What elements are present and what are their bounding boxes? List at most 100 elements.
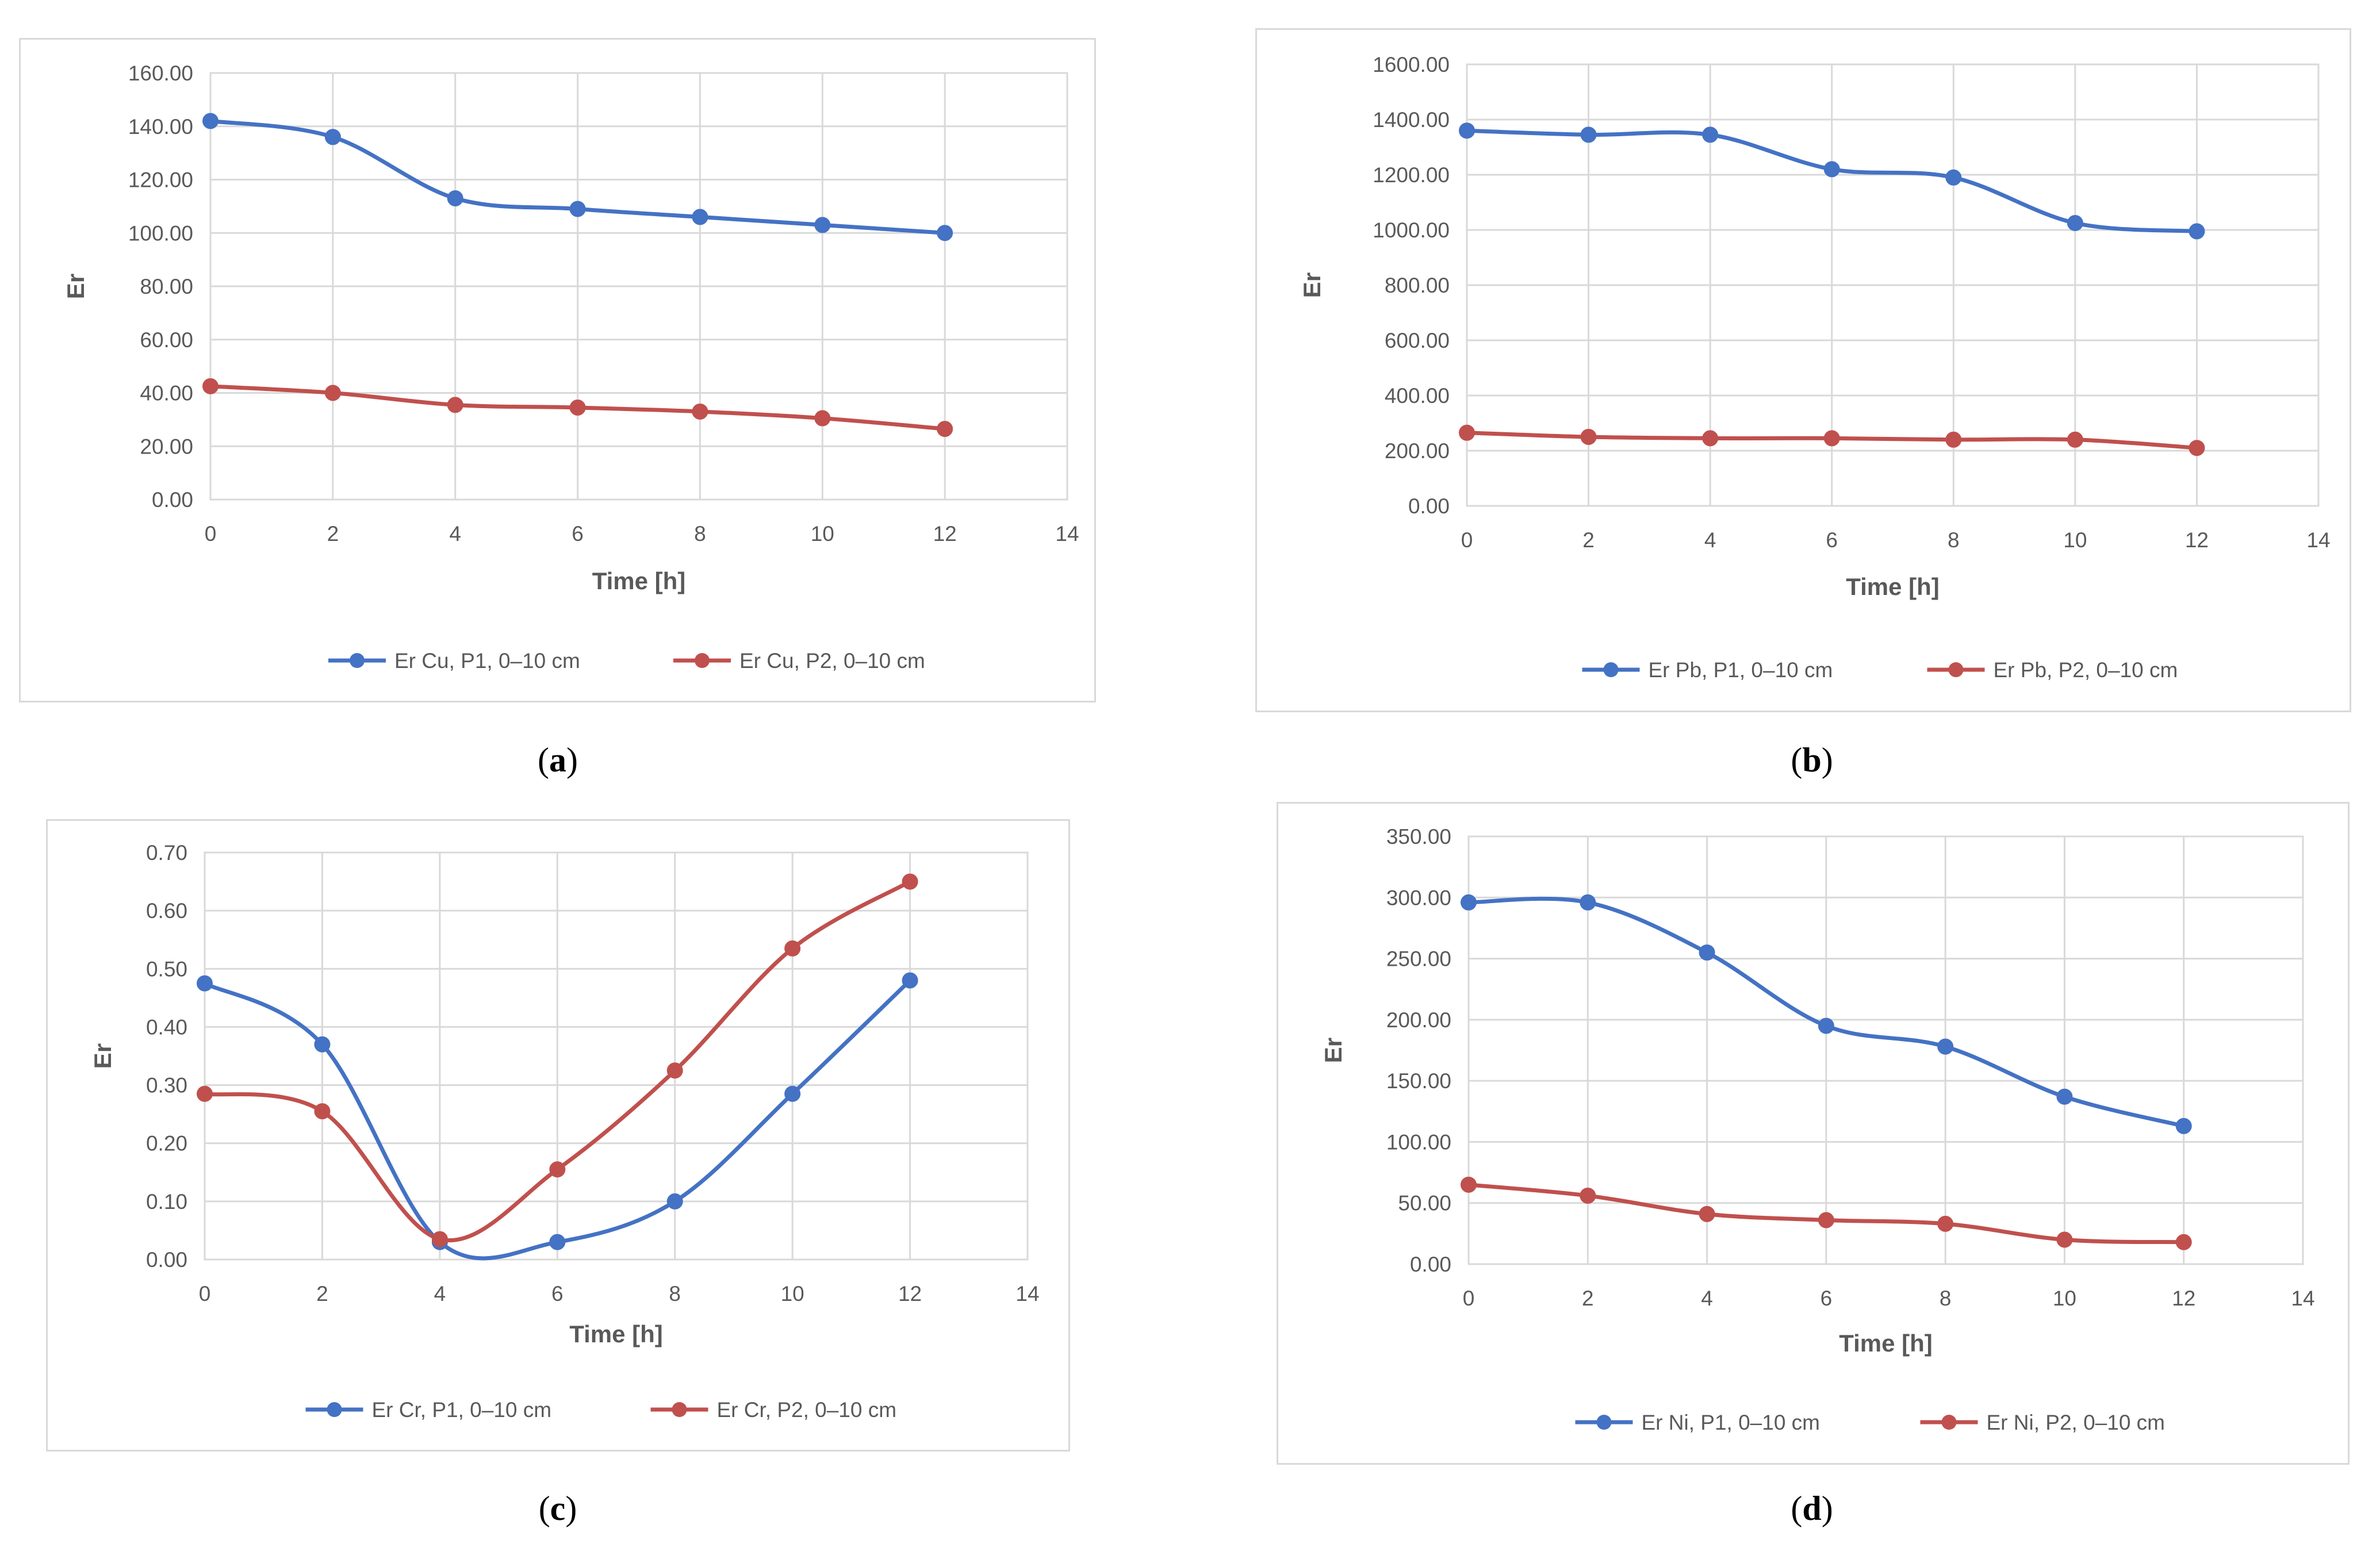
series-1 xyxy=(202,113,953,241)
data-point xyxy=(1580,429,1597,445)
chart-panel-a: 0.00 20.00 40.00 60.00 80.00 100.00 120.00 140.… xyxy=(19,38,1096,702)
y-tick-label: 140.00 xyxy=(128,115,193,139)
legend: Er Cu, P1, 0–10 cm Er Cu, P2, 0–10 cm xyxy=(328,649,925,673)
data-point xyxy=(692,403,708,420)
x-tick-label: 10 xyxy=(2063,528,2087,552)
y-tick-label: 400.00 xyxy=(1385,384,1450,408)
legend-swatch-marker xyxy=(695,653,710,668)
data-point xyxy=(549,1234,566,1250)
y-tick-label: 0.30 xyxy=(146,1074,187,1097)
caption-b-letter: b xyxy=(1802,741,1822,779)
series-1 xyxy=(1461,894,2192,1134)
legend-item: Er Cu, P1, 0–10 cm xyxy=(328,649,580,673)
x-tick-label: 8 xyxy=(1948,528,1960,552)
data-point xyxy=(1461,894,1477,911)
x-axis-title: Time [h] xyxy=(569,1320,663,1347)
data-point xyxy=(2189,440,2205,456)
x-tick-label: 14 xyxy=(1015,1282,1039,1306)
data-point xyxy=(1580,1187,1596,1204)
y-tick-label: 0.50 xyxy=(146,957,187,981)
gridlines xyxy=(204,851,1029,1261)
legend: Er Pb, P1, 0–10 cm Er Pb, P2, 0–10 cm xyxy=(1582,658,2178,682)
x-tick-label: 10 xyxy=(811,522,834,546)
x-tick-label: 10 xyxy=(2053,1287,2076,1310)
y-tick-label: 50.00 xyxy=(1398,1192,1451,1215)
y-tick-label: 0.00 xyxy=(1408,494,1450,518)
y-tick-label: 0.00 xyxy=(146,1248,187,1272)
data-point xyxy=(1937,1038,1954,1055)
data-point xyxy=(569,400,586,416)
data-point xyxy=(2067,215,2083,231)
plot-area xyxy=(1467,835,2304,1265)
legend: Er Ni, P1, 0–10 cm Er Ni, P2, 0–10 cm xyxy=(1575,1411,2166,1434)
data-point xyxy=(666,1193,683,1210)
data-point xyxy=(902,873,918,890)
y-tick-label: 40.00 xyxy=(140,382,193,405)
y-tick-label: 160.00 xyxy=(128,62,193,85)
data-point xyxy=(314,1103,331,1120)
chart-svg-d: 0.00 50.00 100.00 150.00 200.00 250.00 300.00 3… xyxy=(1320,825,2315,1434)
data-point xyxy=(2175,1234,2192,1250)
y-tick-label: 100.00 xyxy=(128,221,193,245)
y-tick-label: 0.10 xyxy=(146,1190,187,1214)
x-axis-title: Time [h] xyxy=(1839,1330,1933,1357)
y-axis-title: Er xyxy=(1298,272,1325,298)
y-tick-label: 300.00 xyxy=(1386,886,1451,909)
x-tick-label: 8 xyxy=(694,522,706,546)
y-tick-label: 1600.00 xyxy=(1373,53,1450,76)
x-tick-label: 0 xyxy=(1463,1287,1475,1310)
legend-label: Er Cr, P2, 0–10 cm xyxy=(717,1398,897,1422)
data-point xyxy=(666,1062,683,1079)
data-point xyxy=(197,1085,213,1102)
data-point xyxy=(431,1231,448,1247)
data-point xyxy=(1937,1215,1954,1232)
data-point xyxy=(1580,126,1597,143)
x-axis-title: Time [h] xyxy=(592,567,686,594)
x-tick-label: 0 xyxy=(199,1282,211,1306)
y-tick-label: 100.00 xyxy=(1386,1130,1451,1154)
x-tick-label: 6 xyxy=(1826,528,1838,552)
legend-swatch-marker xyxy=(1596,1415,1612,1430)
legend-item: Er Ni, P1, 0–10 cm xyxy=(1575,1411,1821,1434)
data-point xyxy=(1459,424,1475,441)
y-tick-label: 60.00 xyxy=(140,328,193,352)
y-tick-label: 0.60 xyxy=(146,899,187,923)
y-tick-label: 0.70 xyxy=(146,841,187,865)
data-point xyxy=(692,209,708,225)
data-point xyxy=(902,972,918,989)
legend-swatch-marker xyxy=(350,653,365,668)
legend-label: Er Pb, P1, 0–10 cm xyxy=(1649,658,1833,682)
data-point xyxy=(1945,431,1962,448)
y-tick-label: 600.00 xyxy=(1385,329,1450,352)
y-tick-label: 200.00 xyxy=(1385,439,1450,463)
chart-svg-b: 0.00 200.00 400.00 600.00 800.00 1000.00 1200.… xyxy=(1298,53,2331,682)
x-tick-label: 2 xyxy=(327,522,339,546)
data-point xyxy=(784,1085,801,1102)
data-point xyxy=(314,1036,331,1053)
data-point xyxy=(324,385,341,401)
y-tick-label: 150.00 xyxy=(1386,1069,1451,1093)
legend-item: Er Cu, P2, 0–10 cm xyxy=(673,649,925,673)
series-2 xyxy=(1461,1176,2192,1250)
x-tick-label: 10 xyxy=(781,1282,804,1306)
x-tick-label: 4 xyxy=(1701,1287,1713,1310)
x-tick-label: 12 xyxy=(2172,1287,2195,1310)
data-point xyxy=(447,190,463,206)
x-tick-label: 12 xyxy=(2185,528,2209,552)
data-point xyxy=(1702,430,1719,447)
legend-swatch-marker xyxy=(327,1402,342,1417)
legend-item: Er Cr, P1, 0–10 cm xyxy=(305,1398,551,1422)
data-point xyxy=(202,113,219,129)
x-tick-label: 14 xyxy=(2306,528,2330,552)
plot-area xyxy=(204,851,1029,1261)
data-point xyxy=(1823,161,1840,178)
data-point xyxy=(2175,1118,2192,1134)
legend-label: Er Ni, P1, 0–10 cm xyxy=(1642,1411,1821,1434)
y-tick-label: 250.00 xyxy=(1386,947,1451,971)
data-point xyxy=(2056,1088,2073,1105)
data-point xyxy=(2067,431,2083,448)
x-tick-label: 0 xyxy=(205,522,217,546)
data-point xyxy=(324,129,341,145)
legend-label: Er Ni, P2, 0–10 cm xyxy=(1987,1411,2166,1434)
data-point xyxy=(569,201,586,217)
